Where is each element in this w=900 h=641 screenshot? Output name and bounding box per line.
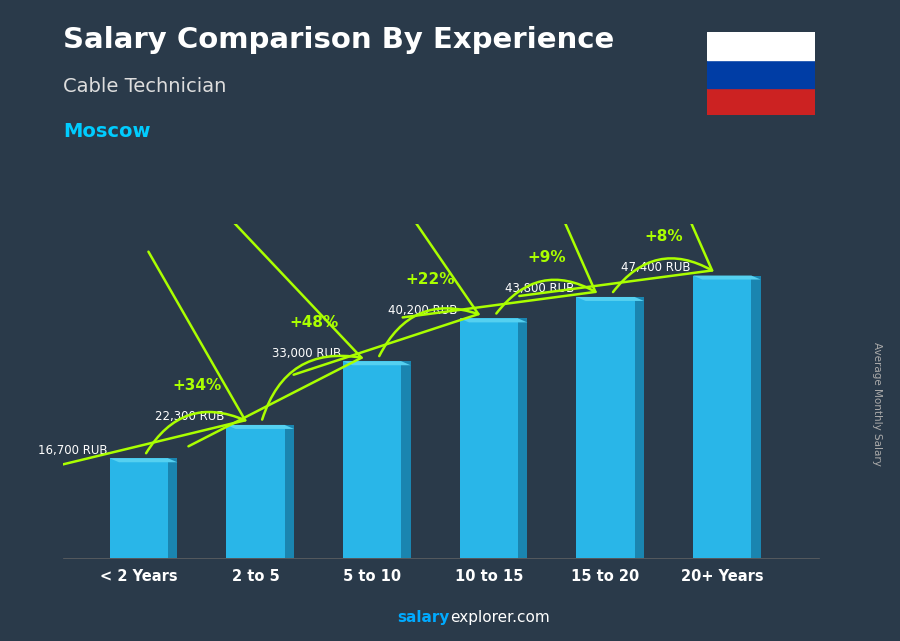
Bar (226, 425, 284, 558)
Text: +48%: +48% (289, 315, 338, 329)
Bar (576, 297, 634, 558)
Polygon shape (168, 458, 177, 558)
Polygon shape (110, 458, 177, 462)
FancyArrowPatch shape (188, 217, 362, 446)
Text: +8%: +8% (644, 229, 683, 244)
Text: +34%: +34% (173, 378, 221, 394)
FancyArrowPatch shape (293, 154, 479, 375)
Bar (693, 276, 752, 558)
Text: 33,000 RUB: 33,000 RUB (272, 347, 341, 360)
Polygon shape (284, 425, 294, 558)
Bar (460, 319, 518, 558)
Text: Cable Technician: Cable Technician (63, 77, 227, 96)
Polygon shape (343, 362, 410, 365)
Text: +22%: +22% (406, 272, 455, 287)
Polygon shape (706, 60, 814, 88)
Polygon shape (706, 88, 814, 115)
Polygon shape (752, 276, 760, 558)
FancyArrowPatch shape (402, 114, 596, 317)
Polygon shape (706, 32, 814, 60)
Bar (343, 362, 401, 558)
Text: 22,300 RUB: 22,300 RUB (155, 410, 224, 423)
Polygon shape (518, 319, 527, 558)
Text: Moscow: Moscow (63, 122, 150, 141)
Text: salary: salary (398, 610, 450, 625)
Polygon shape (226, 425, 294, 429)
Text: Salary Comparison By Experience: Salary Comparison By Experience (63, 26, 614, 54)
Polygon shape (634, 297, 644, 558)
Bar (110, 458, 168, 558)
Text: explorer.com: explorer.com (450, 610, 550, 625)
Text: 43,800 RUB: 43,800 RUB (505, 282, 574, 296)
Text: 47,400 RUB: 47,400 RUB (621, 261, 690, 274)
Text: Average Monthly Salary: Average Monthly Salary (872, 342, 883, 466)
Polygon shape (693, 276, 760, 279)
Polygon shape (460, 319, 527, 322)
Text: 16,700 RUB: 16,700 RUB (38, 444, 107, 456)
FancyArrowPatch shape (519, 92, 712, 296)
Polygon shape (401, 362, 410, 558)
FancyArrowPatch shape (56, 252, 245, 466)
Text: +9%: +9% (528, 250, 566, 265)
Text: 40,200 RUB: 40,200 RUB (388, 304, 457, 317)
Polygon shape (576, 297, 644, 301)
